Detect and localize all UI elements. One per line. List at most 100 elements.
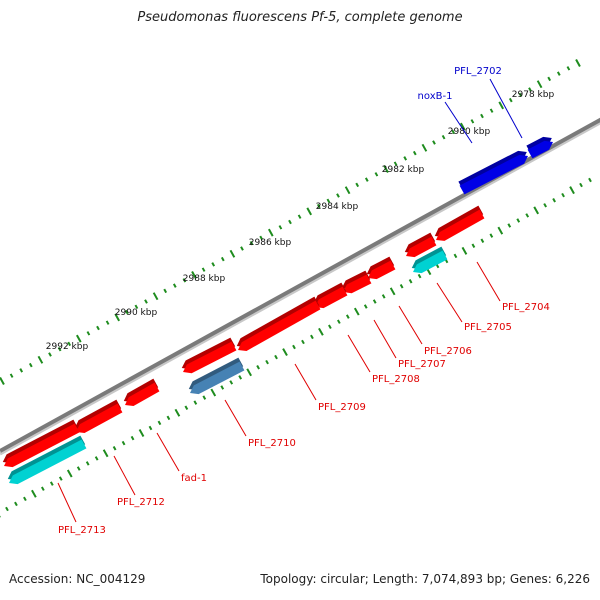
gene-leader-line: [156, 432, 180, 472]
tick-mark: [383, 165, 389, 173]
gene-label[interactable]: PFL_2708: [372, 374, 420, 385]
gene-PFL_2709[interactable]: [236, 296, 321, 351]
gene-PFL_2712[interactable]: [74, 399, 123, 434]
tick-mark: [344, 186, 351, 195]
gene-arrow-body: [183, 341, 237, 374]
tick-mark: [417, 273, 422, 279]
gene-label[interactable]: fad-1: [181, 473, 207, 484]
gene-label[interactable]: PFL_2707: [398, 359, 446, 370]
tick-mark: [552, 198, 556, 203]
tick-mark: [489, 108, 494, 113]
gene-arrow-body: [125, 382, 160, 406]
gene-label[interactable]: PFL_2706: [424, 346, 472, 357]
gene-leader-line: [436, 282, 463, 323]
gene-arrow-body: [413, 250, 448, 274]
tick-mark: [5, 506, 9, 512]
tick-mark: [533, 206, 540, 215]
tick-mark: [76, 466, 81, 471]
gene-PFL_2702[interactable]: [526, 136, 553, 159]
gene-PFL_2706[interactable]: [366, 256, 396, 280]
gene-PFL_2705[interactable]: [404, 232, 437, 258]
gene-label[interactable]: PFL_2704: [502, 302, 550, 313]
tick-mark: [124, 309, 129, 315]
tick-mark: [19, 368, 24, 373]
ruler-label: 2990 kbp: [115, 308, 158, 318]
gene-PFL_2710[interactable]: [188, 357, 245, 395]
outer-tick-ring: [0, 59, 581, 385]
gene-rna-2713[interactable]: [7, 435, 87, 485]
tick-mark: [381, 294, 386, 299]
ruler-label: 2984 kbp: [316, 202, 359, 212]
gene-label[interactable]: PFL_2709: [318, 402, 366, 413]
gene-label[interactable]: PFL_2712: [117, 497, 165, 508]
tick-mark: [240, 246, 244, 251]
tick-mark: [184, 405, 189, 410]
ruler-label: 2978 kbp: [512, 90, 555, 100]
gene-label[interactable]: PFL_2702: [454, 66, 502, 77]
gene-arrow-body: [527, 140, 553, 159]
gene-leader-line: [224, 399, 247, 437]
tick-mark: [579, 182, 583, 188]
tick-mark: [518, 92, 523, 98]
gene-label[interactable]: PFL_2710: [248, 438, 296, 449]
map-title: Pseudomonas fluorescens Pf-5, complete g…: [137, 10, 463, 25]
tick-mark: [345, 314, 350, 319]
tick-mark: [86, 331, 91, 336]
tick-mark: [94, 456, 99, 461]
gene-labels: PFL_2702 noxB-1 PFL_2704 PFL_2705 PFL_2706 PF…: [57, 66, 550, 536]
gene-rna-2705[interactable]: [411, 246, 448, 274]
tick-mark: [85, 461, 90, 466]
tick-mark: [451, 129, 456, 135]
tick-mark: [259, 235, 264, 241]
gene-noxB-1[interactable]: [458, 150, 528, 195]
tick-mark: [67, 341, 72, 347]
tick-mark: [336, 193, 340, 198]
tick-mark: [566, 66, 571, 71]
tick-mark: [75, 334, 82, 343]
gene-leader-line: [398, 305, 423, 345]
tick-mark: [316, 203, 321, 209]
tick-mark: [37, 355, 44, 364]
tick-mark: [9, 373, 14, 378]
tick-mark: [310, 334, 314, 340]
tick-mark: [229, 380, 234, 385]
ruler-label: 2982 kbp: [382, 165, 425, 175]
tick-mark: [489, 233, 494, 238]
tick-mark: [374, 172, 379, 177]
gene-PFL_2708[interactable]: [313, 282, 348, 309]
gene-leader-line: [347, 334, 371, 373]
tick-mark: [96, 325, 100, 331]
gene-arrow-body: [436, 209, 485, 241]
tick-mark: [211, 262, 216, 267]
tick-mark: [282, 348, 288, 357]
gene-label[interactable]: PFL_2705: [464, 322, 512, 333]
tick-mark: [157, 420, 162, 426]
gene-leader-line: [294, 363, 317, 401]
tick-mark: [102, 449, 109, 458]
gene-label[interactable]: PFL_2713: [58, 525, 106, 536]
tick-mark: [561, 192, 565, 198]
gene-label[interactable]: noxB-1: [418, 91, 453, 102]
tick-mark: [408, 278, 413, 284]
tick-mark: [393, 161, 398, 166]
tick-mark: [288, 219, 292, 225]
gene-PFL_2710-upper[interactable]: [181, 337, 237, 374]
gene-PFL_2707[interactable]: [341, 270, 372, 294]
gene-features: [2, 136, 553, 485]
tick-mark: [66, 469, 73, 478]
tick-mark: [326, 198, 331, 204]
gene-arrow-body: [368, 260, 396, 280]
tick-mark: [121, 440, 126, 446]
gene-fad-1[interactable]: [123, 378, 160, 406]
gene-PFL_2713[interactable]: [2, 419, 80, 468]
tick-mark: [49, 481, 54, 486]
tick-mark: [543, 203, 548, 208]
tick-mark: [525, 213, 530, 218]
tick-mark: [210, 388, 217, 397]
gene-PFL_2704[interactable]: [434, 205, 485, 241]
tick-mark: [441, 134, 446, 140]
tick-mark: [470, 119, 475, 124]
tick-mark: [220, 385, 225, 390]
tick-mark: [328, 324, 332, 329]
